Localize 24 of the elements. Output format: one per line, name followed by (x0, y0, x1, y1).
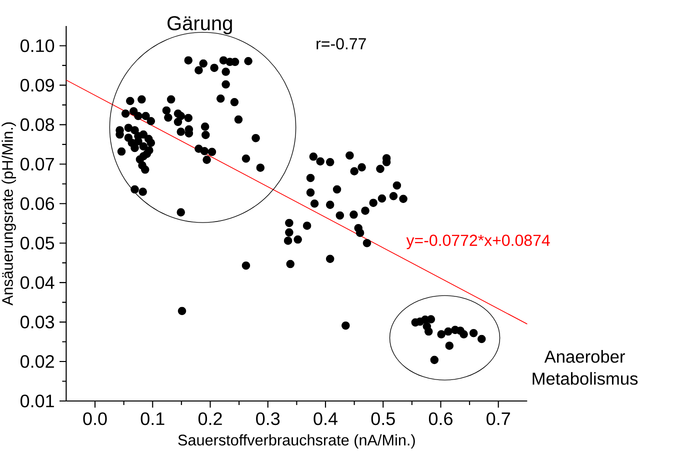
x-tick-label: 0.5 (371, 412, 395, 426)
x-tick-label: 0.0 (83, 412, 107, 426)
x-axis-title: Sauerstoffverbrauchsrate (nA/Min.) (178, 434, 415, 449)
x-tick-label: 0.7 (486, 412, 510, 426)
x-tick-label: 0.6 (428, 412, 452, 426)
y-tick-label: 0.01 (20, 394, 54, 408)
x-tick-label: 0.2 (198, 412, 222, 426)
y-tick-label: 0.05 (20, 236, 54, 250)
y-tick-label: 0.08 (20, 118, 54, 132)
annotation: Gärung (168, 16, 232, 34)
y-tick-label: 0.07 (20, 158, 54, 171)
y-tick-label: 0.06 (20, 197, 54, 210)
y-tick-label: 0.04 (20, 276, 54, 289)
series-label: y=-0.0772*x+0.0874 (406, 234, 550, 250)
x-tick-label: 0.4 (314, 412, 338, 426)
y-tick-label: 0.03 (20, 316, 54, 328)
annotation: r=-0.77 (316, 38, 366, 50)
y-tick-label: 0.09 (20, 78, 54, 92)
y-tick-label: 0.10 (20, 39, 54, 52)
y-axis-title: Ansäuerungsrate (pH/Min.) (2, 122, 16, 306)
text: Anaerober Metabolismus (532, 350, 638, 385)
y-tick-label: 0.02 (20, 355, 54, 368)
x-tick-label: 0.1 (140, 412, 164, 426)
x-tick-label: 0.3 (256, 412, 280, 426)
